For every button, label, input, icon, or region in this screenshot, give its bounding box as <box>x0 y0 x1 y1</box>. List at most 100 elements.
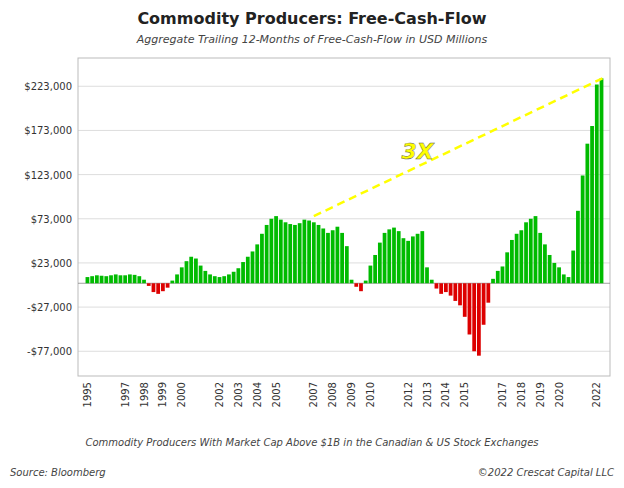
bar <box>298 223 302 283</box>
x-tick-label: 2005 <box>271 382 282 407</box>
bar <box>321 228 325 283</box>
bar <box>203 271 207 283</box>
bar <box>505 252 509 283</box>
bar <box>265 225 269 283</box>
bar <box>420 231 424 283</box>
bar <box>501 266 505 283</box>
bar <box>114 274 118 283</box>
grid-line <box>78 351 610 352</box>
plot-area <box>78 78 610 355</box>
bar <box>590 126 594 283</box>
bar <box>128 274 132 283</box>
trend-line <box>314 78 603 216</box>
bar <box>95 275 99 283</box>
bar <box>538 233 542 283</box>
bar <box>402 238 406 283</box>
bar <box>166 283 170 287</box>
bar <box>156 283 160 294</box>
bar <box>255 244 259 283</box>
x-tick-label: 2017 <box>497 382 508 407</box>
bar <box>142 280 146 284</box>
y-tick-label: -$77,000 <box>27 346 72 357</box>
y-tick-label: $123,000 <box>24 170 72 181</box>
bar <box>189 257 193 284</box>
y-tick-label: $223,000 <box>24 81 72 92</box>
bar <box>312 222 316 283</box>
bar <box>524 222 528 283</box>
bar <box>170 281 174 284</box>
x-tick-label: 2007 <box>308 382 319 407</box>
bar <box>406 241 410 283</box>
x-tick-label: 1999 <box>157 382 168 407</box>
bar <box>576 211 580 283</box>
bar <box>336 227 340 284</box>
x-tick-label: 2002 <box>214 382 225 407</box>
bar <box>425 267 429 283</box>
bar <box>293 225 297 283</box>
bar <box>581 175 585 283</box>
bar <box>411 236 415 283</box>
y-tick-label: $73,000 <box>31 214 72 225</box>
bar <box>236 268 240 283</box>
bar <box>359 283 363 291</box>
bar <box>350 280 354 284</box>
bar <box>354 283 358 287</box>
bar <box>567 277 571 283</box>
y-tick-label: -$27,000 <box>27 302 72 313</box>
bar <box>571 251 575 284</box>
bar <box>104 276 108 283</box>
x-tick-label: 2009 <box>346 382 357 407</box>
bar <box>119 275 123 283</box>
bar <box>387 229 391 283</box>
bar <box>369 266 373 284</box>
y-tick-label: $173,000 <box>24 125 72 136</box>
x-tick-label: 2014 <box>440 382 451 407</box>
bar <box>392 228 396 284</box>
bar <box>222 276 226 283</box>
bar <box>534 216 538 283</box>
bar <box>345 246 349 283</box>
plot-frame <box>78 58 610 376</box>
bar <box>213 276 217 283</box>
bar <box>595 85 599 284</box>
bar <box>86 277 90 283</box>
bar <box>185 261 189 283</box>
bar <box>194 259 198 284</box>
bar <box>477 283 481 355</box>
caption: Commodity Producers With Market Cap Abov… <box>85 437 538 448</box>
bar <box>562 274 566 283</box>
x-tick-label: 2010 <box>365 382 376 407</box>
x-tick-label: 2008 <box>327 382 338 407</box>
bar <box>458 283 462 305</box>
bar <box>543 244 547 283</box>
bar <box>199 266 203 284</box>
bar <box>109 275 113 283</box>
x-tick-label: 2019 <box>535 382 546 407</box>
bar <box>519 230 523 283</box>
bar <box>175 274 179 283</box>
bar <box>331 230 335 283</box>
bar <box>383 233 387 283</box>
bar <box>378 243 382 284</box>
bar <box>284 222 288 283</box>
bar <box>232 272 236 283</box>
bar <box>241 262 245 283</box>
bar <box>152 283 156 292</box>
bar <box>260 234 264 283</box>
x-tick-label: 2022 <box>591 382 602 407</box>
bar <box>548 255 552 283</box>
bar <box>100 276 104 284</box>
bar <box>515 234 519 283</box>
bar <box>133 275 137 283</box>
bar <box>218 277 222 283</box>
bar <box>557 267 561 283</box>
bar <box>496 271 500 283</box>
bar <box>600 78 604 283</box>
subtitle: Aggregate Trailing 12-Months of Free-Cas… <box>136 33 488 46</box>
bar <box>529 219 533 283</box>
grid <box>78 86 610 351</box>
bar <box>161 283 165 291</box>
bar <box>123 275 127 283</box>
bar <box>453 283 457 301</box>
grid-line <box>78 130 610 131</box>
